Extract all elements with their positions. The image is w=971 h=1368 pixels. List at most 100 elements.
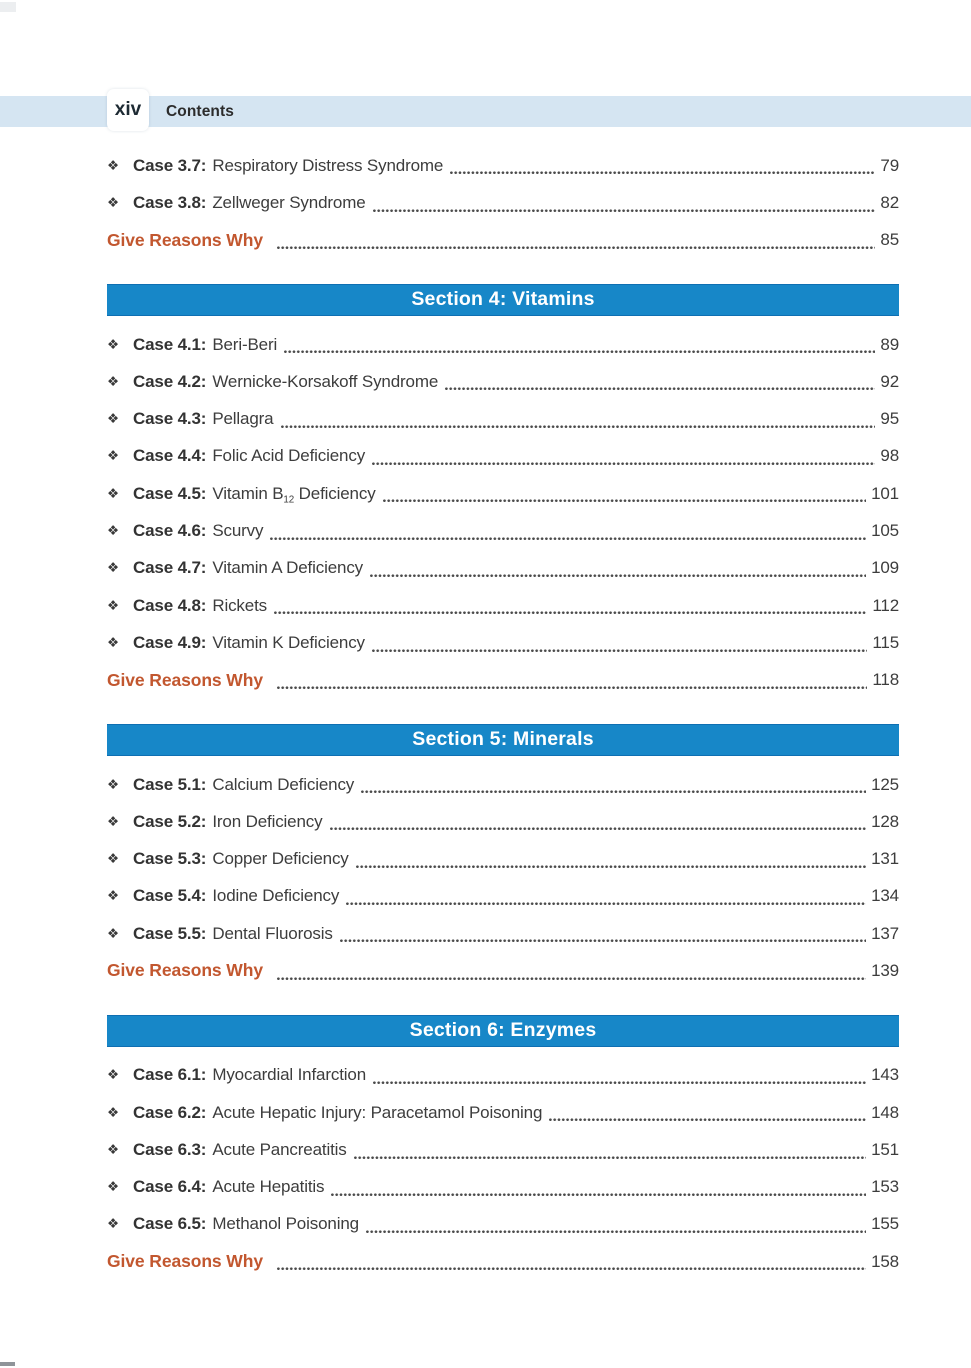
diamond-bullet-icon: ❖ [107, 925, 119, 941]
case-label: Case 6.2: [133, 1102, 207, 1122]
case-title: Acute Hepatic Injury: Paracetamol Poison… [212, 1102, 543, 1122]
diamond-bullet-icon: ❖ [107, 813, 119, 829]
case-label: Case 5.1: [133, 774, 207, 794]
dotted-leader [263, 512, 871, 549]
give-reasons-why-entry: Give Reasons Why 139 [107, 952, 899, 989]
dotted-leader [443, 147, 880, 184]
case-label: Case 4.6: [133, 521, 207, 541]
toc-entry: ❖ Case 5.3: Copper Deficiency 131 [107, 840, 899, 877]
give-reasons-why-label: Give Reasons Why [107, 960, 263, 981]
diamond-bullet-icon: ❖ [107, 194, 119, 210]
entry-page-number: 134 [871, 886, 899, 906]
give-reasons-why-label: Give Reasons Why [107, 1251, 263, 1272]
diamond-bullet-icon: ❖ [107, 888, 119, 904]
section-header-title: Section 4: Vitamins [411, 288, 595, 311]
section-header-title: Section 6: Enzymes [409, 1019, 597, 1042]
diamond-bullet-icon: ❖ [107, 560, 119, 576]
case-title: Dental Fluorosis [212, 923, 333, 943]
entry-page-number: 115 [872, 632, 899, 652]
toc-entry: ❖ Case 5.4: Iodine Deficiency 134 [107, 878, 899, 915]
case-title: Beri-Beri [212, 334, 278, 354]
entry-page-number: 101 [871, 483, 899, 503]
diamond-bullet-icon: ❖ [107, 523, 119, 539]
toc-entry: ❖ Case 3.8: Zellweger Syndrome 82 [107, 184, 899, 221]
entry-page-number: 158 [871, 1251, 899, 1271]
case-title: Folic Acid Deficiency [212, 446, 366, 466]
case-title: Scurvy [212, 521, 264, 541]
entry-page-number: 112 [872, 595, 899, 615]
entry-page-number: 148 [871, 1102, 899, 1122]
dotted-leader [365, 624, 872, 661]
case-label: Case 3.7: [133, 155, 207, 175]
case-label: Case 6.5: [133, 1214, 207, 1234]
case-label: Case 3.8: [133, 192, 207, 212]
case-label: Case 4.1: [133, 334, 207, 354]
section-header-bar: Section 4: Vitamins [107, 283, 899, 316]
case-title: Methanol Poisoning [212, 1214, 359, 1234]
entry-page-number: 139 [871, 960, 899, 980]
diamond-bullet-icon: ❖ [107, 448, 119, 464]
case-label: Case 5.5: [133, 923, 207, 943]
case-label: Case 4.9: [133, 632, 207, 652]
give-reasons-why-entry: Give Reasons Why 85 [107, 222, 899, 259]
scan-artifact-top-left [0, 2, 16, 12]
entry-page-number: 109 [871, 558, 899, 578]
case-title: Vitamin B12 Deficiency [212, 483, 376, 506]
dotted-leader [359, 1206, 871, 1243]
dotted-leader [333, 915, 871, 952]
give-reasons-why-label: Give Reasons Why [107, 229, 263, 250]
diamond-bullet-icon: ❖ [107, 411, 119, 427]
case-title: Acute Pancreatitis [212, 1139, 347, 1159]
dotted-leader [349, 840, 871, 877]
diamond-bullet-icon: ❖ [107, 597, 119, 613]
dotted-leader [363, 550, 871, 587]
case-title: Pellagra [212, 409, 274, 429]
case-title: Rickets [212, 595, 267, 615]
toc-entry: ❖ Case 4.9: Vitamin K Deficiency 115 [107, 624, 899, 661]
dotted-leader [366, 184, 881, 221]
dotted-leader [365, 438, 880, 475]
entry-page-number: 137 [871, 923, 899, 943]
case-title: Iron Deficiency [212, 811, 323, 831]
page-number: xiv [114, 99, 142, 120]
case-label: Case 4.8: [133, 595, 207, 615]
toc-entry: ❖ Case 6.5: Methanol Poisoning 155 [107, 1206, 899, 1243]
dotted-leader [263, 1243, 871, 1280]
section-header-bar: Section 6: Enzymes [107, 1014, 899, 1047]
diamond-bullet-icon: ❖ [107, 485, 119, 501]
dotted-leader [277, 326, 880, 363]
page-number-box: xiv [107, 89, 149, 131]
diamond-bullet-icon: ❖ [107, 373, 119, 389]
diamond-bullet-icon: ❖ [107, 1216, 119, 1232]
page-title: Contents [166, 102, 234, 120]
entry-page-number: 153 [871, 1177, 899, 1197]
toc-entry: ❖ Case 5.2: Iron Deficiency 128 [107, 803, 899, 840]
dotted-leader [267, 587, 872, 624]
section-header-title: Section 5: Minerals [412, 728, 594, 751]
entry-page-number: 143 [871, 1065, 899, 1085]
toc-entry: ❖ Case 4.5: Vitamin B12 Deficiency 101 [107, 475, 899, 512]
dotted-leader [376, 475, 872, 512]
case-label: Case 5.2: [133, 811, 207, 831]
case-title: Zellweger Syndrome [212, 192, 366, 212]
diamond-bullet-icon: ❖ [107, 1141, 119, 1157]
give-reasons-why-entry: Give Reasons Why 158 [107, 1243, 899, 1280]
entry-page-number: 131 [871, 849, 899, 869]
toc-entry: ❖ Case 4.4: Folic Acid Deficiency 98 [107, 438, 899, 475]
case-label: Case 4.5: [133, 483, 207, 503]
dotted-leader [263, 952, 871, 989]
case-label: Case 6.3: [133, 1139, 207, 1159]
case-title: Myocardial Infarction [212, 1065, 367, 1085]
case-title: Vitamin K Deficiency [212, 632, 365, 652]
case-title: Acute Hepatitis [212, 1177, 325, 1197]
give-reasons-why-label: Give Reasons Why [107, 669, 263, 690]
toc-entry: ❖ Case 6.3: Acute Pancreatitis 151 [107, 1131, 899, 1168]
entry-page-number: 125 [871, 774, 899, 794]
header-band [0, 96, 971, 127]
diamond-bullet-icon: ❖ [107, 851, 119, 867]
toc-entry: ❖ Case 4.8: Rickets 112 [107, 587, 899, 624]
case-title: Vitamin A Deficiency [212, 558, 364, 578]
entry-page-number: 105 [871, 521, 899, 541]
dotted-leader [354, 766, 871, 803]
case-label: Case 5.4: [133, 886, 207, 906]
